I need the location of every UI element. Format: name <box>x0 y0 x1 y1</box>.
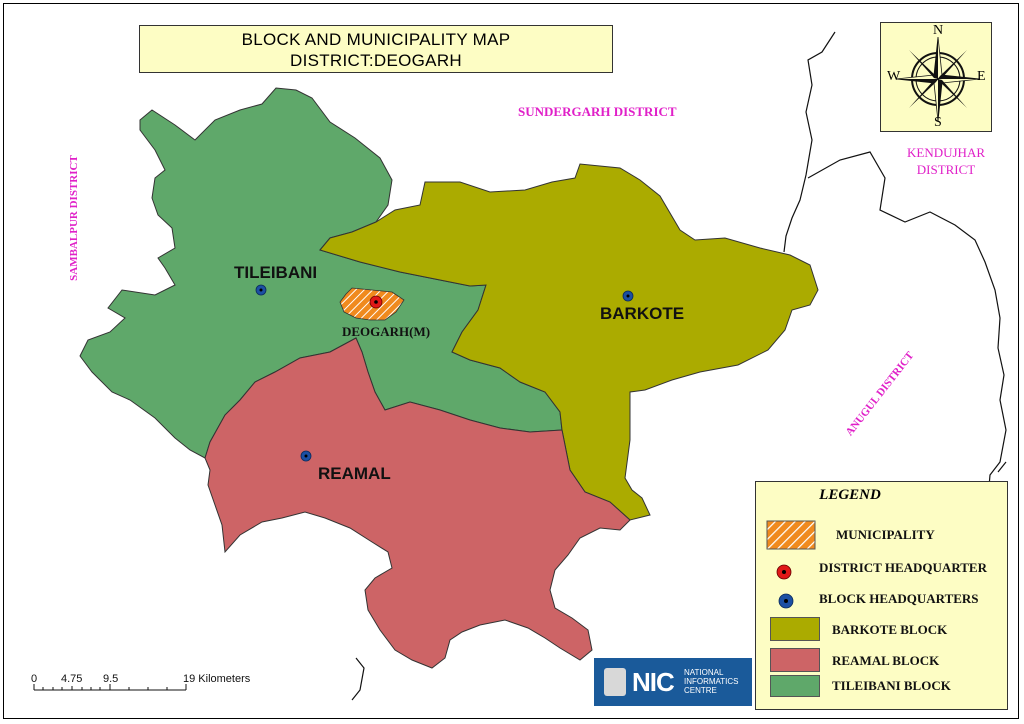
reamal-block-area <box>204 337 631 669</box>
nic-logo-line2: INFORMATICS <box>684 677 739 686</box>
boundary-line-east-bottom <box>997 461 1007 473</box>
boundary-line-north <box>783 31 836 253</box>
legend-swatch-municipality <box>766 520 816 550</box>
label-reamal: REAMAL <box>318 464 391 483</box>
scale-tick-0: 0 <box>31 673 38 685</box>
block-hq-barkote <box>622 290 634 302</box>
label-kendujhar-line1: KENDUJHAR <box>907 145 985 160</box>
compass-e: E <box>977 69 986 84</box>
block-hq-reamal <box>300 450 312 462</box>
legend-swatch-tileibani <box>770 675 820 697</box>
boundary-line-east <box>807 151 1007 499</box>
map-subtitle: DISTRICT:DEOGARH <box>290 51 462 70</box>
legend-swatch-barkote <box>770 617 820 641</box>
legend-label-barkote: BARKOTE BLOCK <box>832 622 948 637</box>
map-title-box: BLOCK AND MUNICIPALITY MAP DISTRICT:DEOG… <box>139 25 613 73</box>
north-arrow-icon <box>895 36 981 122</box>
scale-tick-2: 9.5 <box>103 673 119 685</box>
emblem-icon <box>604 668 626 696</box>
label-sambalpur-district: SAMBALPUR DISTRICT <box>68 155 80 281</box>
compass-rose: N S W E <box>880 22 992 132</box>
label-sundergarh-district: SUNDERGARH DISTRICT <box>518 104 677 119</box>
scale-tick-3: 19 Kilometers <box>183 673 251 685</box>
legend-symbol-block-hq <box>778 593 794 609</box>
nic-logo-line1: NATIONAL <box>684 668 724 677</box>
label-tileibani: TILEIBANI <box>234 263 318 282</box>
label-barkote: BARKOTE <box>600 304 685 323</box>
block-hq-tileibani <box>255 284 267 296</box>
district-hq-deogarh <box>369 295 383 309</box>
barkote-block-area <box>319 163 819 521</box>
nic-logo-line3: CENTRE <box>684 686 717 695</box>
compass-w: W <box>887 69 901 84</box>
legend-label-reamal: REAMAL BLOCK <box>832 653 940 668</box>
nic-logo-text: NATIONAL INFORMATICS CENTRE <box>684 668 739 695</box>
scale-bar <box>33 684 187 691</box>
map-title: BLOCK AND MUNICIPALITY MAP <box>241 30 511 49</box>
boundary-line-south <box>351 657 365 701</box>
map-frame <box>3 3 1019 719</box>
nic-logo-mark: NIC <box>632 667 675 697</box>
legend-swatch-reamal <box>770 648 820 672</box>
label-deogarh-municipality: DEOGARH(M) <box>342 324 431 339</box>
legend-label-district-hq: DISTRICT HEADQUARTER <box>819 560 987 575</box>
legend-label-block-hq: BLOCK HEADQUARTERS <box>819 591 979 606</box>
nic-logo: NIC NATIONAL INFORMATICS CENTRE <box>594 658 752 706</box>
legend-title: LEGEND <box>819 487 881 503</box>
scale-tick-1: 4.75 <box>61 673 83 685</box>
legend-symbol-district-hq <box>776 564 792 580</box>
compass-n: N <box>933 23 944 38</box>
label-kendujhar-district: KENDUJHAR DISTRICT <box>907 144 985 178</box>
legend-panel: LEGEND MUNICIPALITY DISTRICT HEADQUARTER… <box>755 481 1008 710</box>
legend-label-municipality: MUNICIPALITY <box>836 527 935 542</box>
legend-label-tileibani: TILEIBANI BLOCK <box>832 678 951 693</box>
compass-s: S <box>934 115 942 130</box>
label-kendujhar-line2: DISTRICT <box>916 162 976 177</box>
